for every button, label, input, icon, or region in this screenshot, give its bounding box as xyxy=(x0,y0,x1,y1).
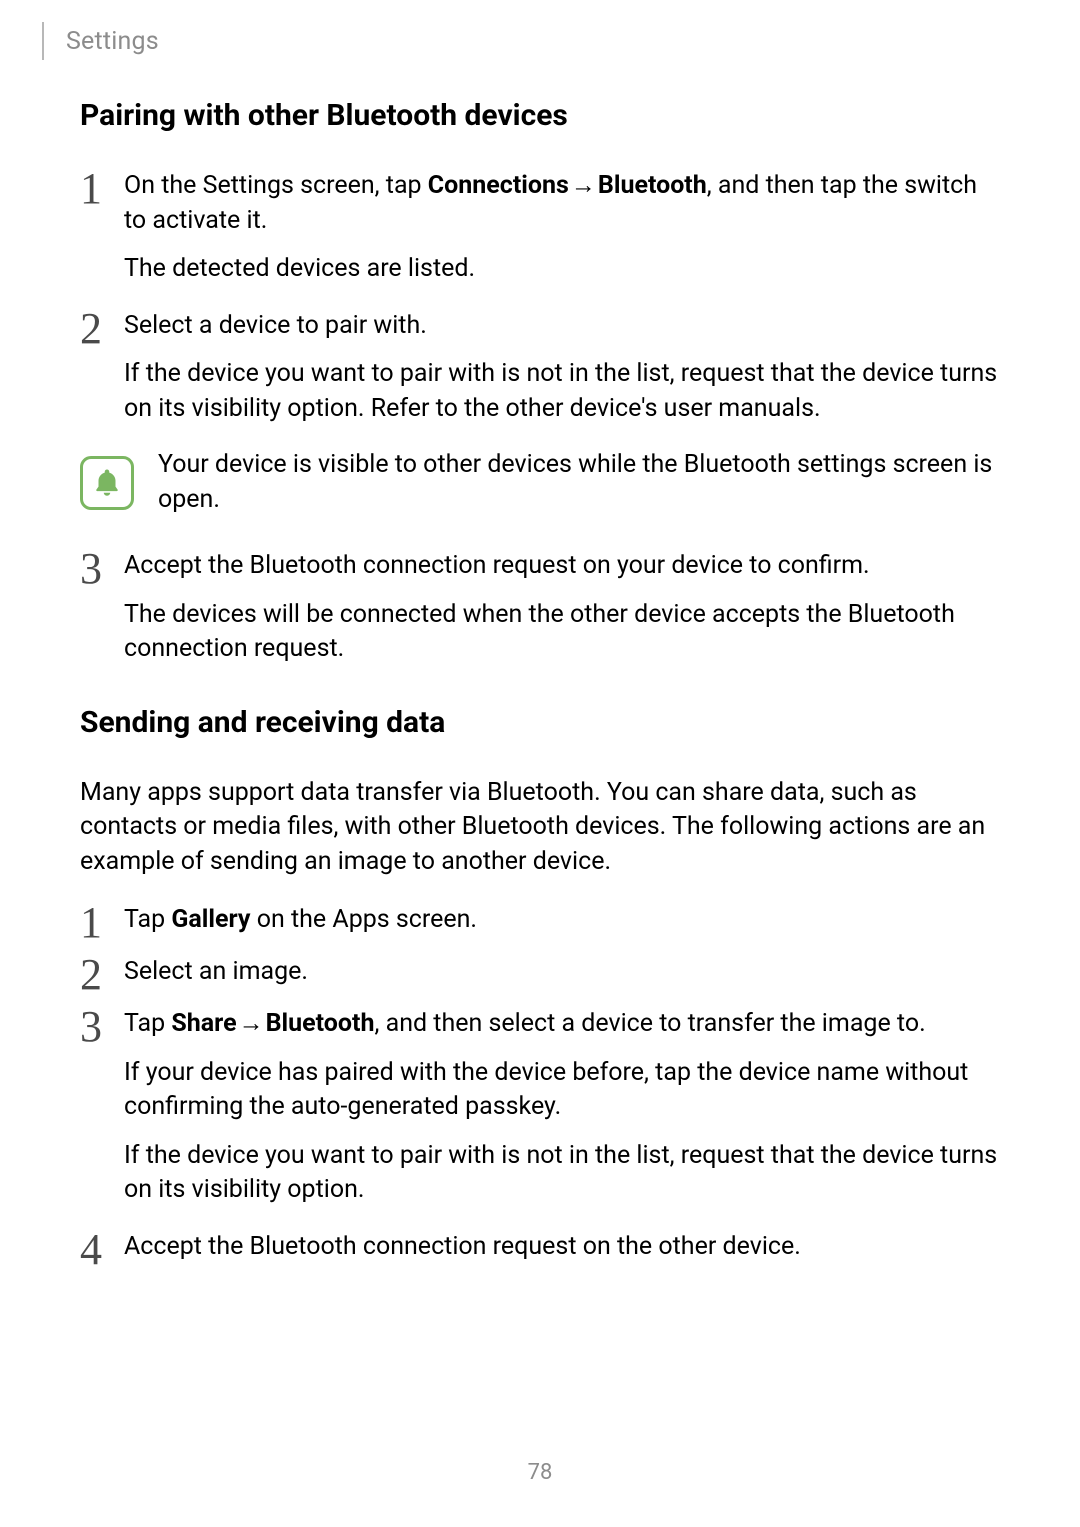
text-span: On the Settings screen, tap xyxy=(124,171,428,200)
step-text: The devices will be connected when the o… xyxy=(124,598,1000,667)
note-callout: Your device is visible to other devices … xyxy=(80,448,1000,517)
step-number: 1 xyxy=(80,903,124,941)
bold-bluetooth: Bluetooth xyxy=(266,1009,375,1038)
step-number: 2 xyxy=(80,955,124,993)
note-text: Your device is visible to other devices … xyxy=(158,448,1000,517)
text-span: on the Apps screen. xyxy=(251,905,478,934)
text-span: Tap xyxy=(124,1009,171,1038)
step-text: Accept the Bluetooth connection request … xyxy=(124,549,1000,584)
header-label: Settings xyxy=(66,27,159,56)
bold-share: Share xyxy=(171,1009,236,1038)
step-body: Select a device to pair with. If the dev… xyxy=(124,309,1000,427)
step-number: 4 xyxy=(80,1230,124,1268)
s1-step-3: 3 Accept the Bluetooth connection reques… xyxy=(80,549,1000,667)
step-number: 2 xyxy=(80,309,124,347)
section-title-sending: Sending and receiving data xyxy=(80,705,1000,740)
page-number: 78 xyxy=(0,1460,1080,1485)
header-divider xyxy=(42,22,44,60)
step-text: Tap Gallery on the Apps screen. xyxy=(124,903,1000,938)
step-text: Select an image. xyxy=(124,955,1000,990)
page-content: Pairing with other Bluetooth devices 1 O… xyxy=(80,98,1000,1290)
step-body: Tap Gallery on the Apps screen. xyxy=(124,903,1000,938)
arrow-icon: → xyxy=(569,169,598,204)
step-body: Select an image. xyxy=(124,955,1000,990)
bold-gallery: Gallery xyxy=(171,905,250,934)
step-text: On the Settings screen, tap Connections … xyxy=(124,169,1000,238)
s1-step-2: 2 Select a device to pair with. If the d… xyxy=(80,309,1000,427)
step-text: If the device you want to pair with is n… xyxy=(124,357,1000,426)
step-text: Tap Share → Bluetooth, and then select a… xyxy=(124,1007,1000,1042)
step-body: Accept the Bluetooth connection request … xyxy=(124,1230,1000,1265)
intro-paragraph: Many apps support data transfer via Blue… xyxy=(80,776,1000,880)
bell-icon xyxy=(90,466,124,500)
step-text: The detected devices are listed. xyxy=(124,252,1000,287)
step-body: On the Settings screen, tap Connections … xyxy=(124,169,1000,287)
step-number: 3 xyxy=(80,1007,124,1045)
s1-step-1: 1 On the Settings screen, tap Connection… xyxy=(80,169,1000,287)
bold-connections: Connections xyxy=(428,171,569,200)
section-title-pairing: Pairing with other Bluetooth devices xyxy=(80,98,1000,133)
text-span: , and then select a device to transfer t… xyxy=(374,1009,925,1038)
s2-step-4: 4 Accept the Bluetooth connection reques… xyxy=(80,1230,1000,1268)
bold-bluetooth: Bluetooth xyxy=(598,171,707,200)
s2-step-1: 1 Tap Gallery on the Apps screen. xyxy=(80,903,1000,941)
step-text: If your device has paired with the devic… xyxy=(124,1056,1000,1125)
text-span: Tap xyxy=(124,905,171,934)
arrow-icon: → xyxy=(237,1007,266,1042)
step-body: Accept the Bluetooth connection request … xyxy=(124,549,1000,667)
step-text: If the device you want to pair with is n… xyxy=(124,1139,1000,1208)
page-header: Settings xyxy=(42,22,159,60)
note-bell-icon xyxy=(80,456,134,510)
s2-step-3: 3 Tap Share → Bluetooth, and then select… xyxy=(80,1007,1000,1208)
step-number: 3 xyxy=(80,549,124,587)
step-text: Select a device to pair with. xyxy=(124,309,1000,344)
s2-step-2: 2 Select an image. xyxy=(80,955,1000,993)
step-number: 1 xyxy=(80,169,124,207)
step-text: Accept the Bluetooth connection request … xyxy=(124,1230,1000,1265)
section-sending: Sending and receiving data Many apps sup… xyxy=(80,705,1000,1268)
step-body: Tap Share → Bluetooth, and then select a… xyxy=(124,1007,1000,1208)
